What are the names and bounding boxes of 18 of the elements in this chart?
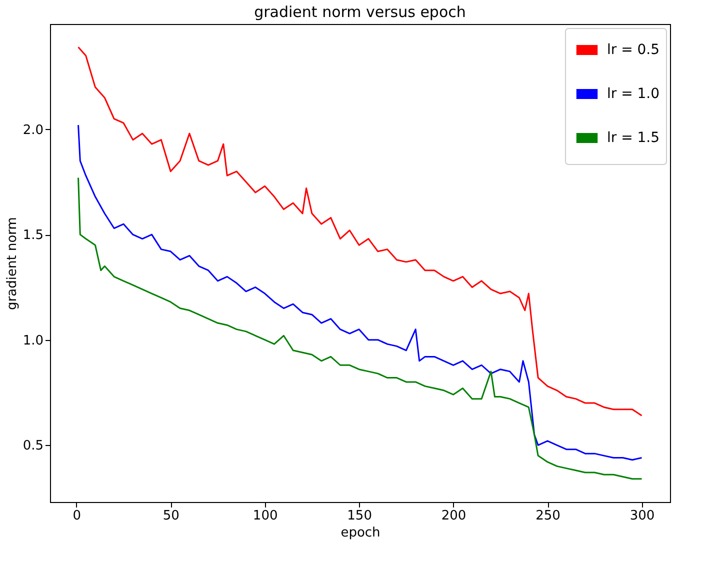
x-tick-label: 100 — [252, 508, 278, 524]
y-tick-label: 1.0 — [22, 333, 44, 348]
x-tick-label: 300 — [630, 508, 655, 524]
x-tick-label: 150 — [347, 508, 372, 524]
legend-label: lr = 1.0 — [607, 86, 660, 102]
chart-title: gradient norm versus epoch — [254, 3, 466, 21]
x-tick-label: 200 — [441, 508, 466, 524]
x-tick-label: 0 — [72, 508, 82, 524]
legend-label: lr = 0.5 — [607, 42, 660, 58]
y-tick-label: 0.5 — [22, 438, 44, 454]
x-axis-title: epoch — [340, 526, 380, 540]
y-axis-title: gradient norm — [4, 217, 20, 310]
y-tick-label: 1.5 — [22, 228, 44, 244]
line-series — [78, 176, 642, 480]
x-tick-label: 50 — [162, 508, 180, 524]
y-tick-label: 2.0 — [22, 122, 44, 138]
legend-label: lr = 1.5 — [607, 130, 660, 146]
x-tick-label: 250 — [536, 508, 560, 524]
